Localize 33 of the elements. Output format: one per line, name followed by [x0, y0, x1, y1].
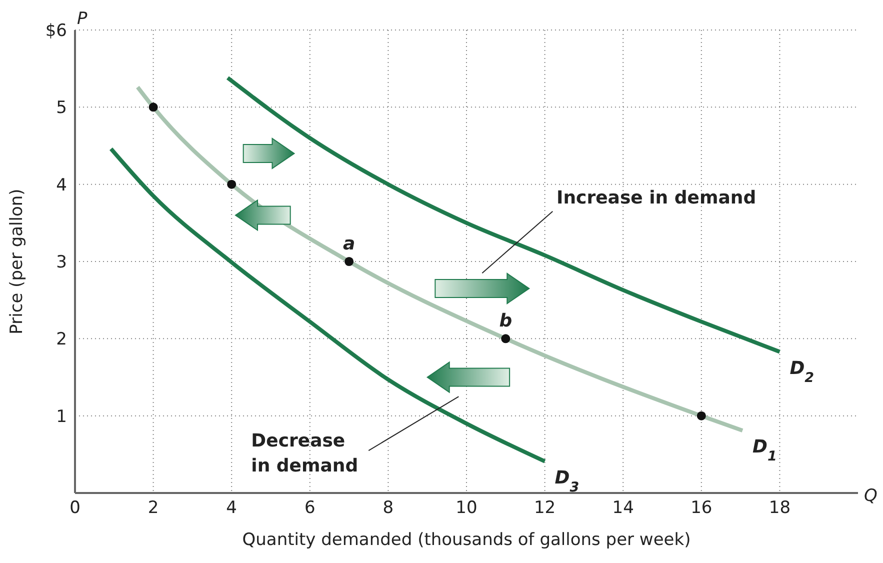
- annotation: a: [342, 234, 356, 254]
- x-tick-label: 14: [612, 498, 634, 518]
- y-tick-label: 1: [56, 406, 67, 427]
- y-tick-label: 5: [56, 98, 67, 118]
- y-tick-label: 3: [56, 252, 67, 273]
- y-axis-title: Price (per gallon): [7, 188, 28, 334]
- y-tick-label: $6: [45, 21, 67, 42]
- point: [344, 256, 354, 266]
- line-series: [226, 76, 782, 354]
- annotation: Decrease in demand: [251, 430, 358, 477]
- x-tick-label: 8: [382, 498, 394, 518]
- y-tick-label: 2: [56, 330, 67, 350]
- x-tick-label: 16: [690, 498, 712, 518]
- series-label: D$_{2}$: [790, 358, 814, 386]
- x-tick-label: 18: [768, 498, 791, 518]
- text: P: [77, 9, 88, 29]
- x-axis-title: Quantity demanded (thousands of gallons per week): [242, 530, 691, 550]
- y-tick-label: 4: [56, 175, 67, 196]
- point: [696, 411, 706, 420]
- point: [148, 102, 158, 112]
- point: [227, 180, 236, 189]
- text: Q: [864, 486, 878, 506]
- x-tick-label: 6: [304, 498, 316, 518]
- annotation: Increase in demand: [556, 188, 756, 209]
- series-label: D$_{1}$: [752, 436, 777, 464]
- x-tick-label: 0: [70, 498, 80, 518]
- point: [501, 334, 510, 344]
- annotation: b: [499, 310, 512, 332]
- series-label: D$_{3}$: [554, 467, 580, 496]
- x-tick-label: 10: [456, 498, 478, 518]
- x-tick-label: 12: [534, 498, 556, 518]
- x-tick-label: 4: [226, 498, 238, 518]
- x-tick-label: 2: [148, 498, 159, 518]
